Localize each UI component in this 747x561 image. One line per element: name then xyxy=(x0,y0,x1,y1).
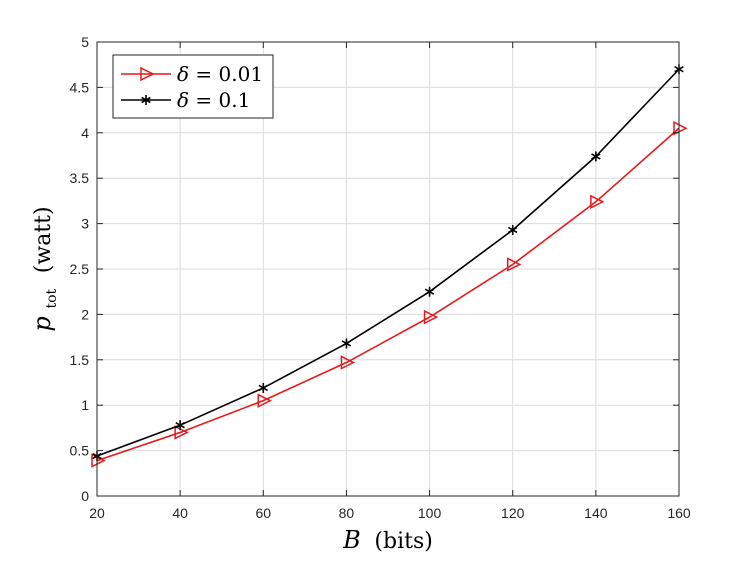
y-tick-label: 2 xyxy=(81,306,89,322)
x-tick-label: 60 xyxy=(255,505,271,521)
marker-asterisk xyxy=(341,338,352,349)
series-layer xyxy=(91,64,688,468)
x-tick-label: 80 xyxy=(339,505,355,521)
x-tick-label: 120 xyxy=(501,505,525,521)
series-delta-0-01 xyxy=(91,121,688,468)
legend-value: = 0.01 xyxy=(189,62,263,86)
y-axis-title: p tot (watt) xyxy=(28,206,62,331)
y-tick-label: 1 xyxy=(81,397,89,413)
x-axis-symbol: B xyxy=(342,526,361,554)
legend-box xyxy=(112,54,274,119)
marker-asterisk xyxy=(424,286,435,297)
legend: δ = 0.01δ = 0.1 xyxy=(112,54,274,119)
marker-asterisk xyxy=(141,95,151,105)
marker-triangle-right xyxy=(506,257,522,272)
legend-label: δ = 0.1 xyxy=(177,88,250,112)
marker-stroke xyxy=(258,384,269,392)
y-tick-label: 5 xyxy=(81,34,89,50)
marker-stroke xyxy=(424,288,435,295)
y-axis-unit: (watt) xyxy=(31,206,56,273)
marker-stroke xyxy=(507,226,518,234)
x-tick-label: 140 xyxy=(584,505,608,521)
y-axis-symbol: p xyxy=(28,316,56,331)
x-tick-label: 100 xyxy=(418,505,442,521)
series-line xyxy=(96,68,680,457)
y-tick-label: 1.5 xyxy=(70,352,90,368)
legend-value: = 0.1 xyxy=(189,88,250,112)
grid-lines xyxy=(97,42,679,496)
x-axis-unit: (bits) xyxy=(374,529,432,554)
marker-triangle-right xyxy=(257,393,272,408)
marker-asterisk xyxy=(175,420,185,431)
y-axis-subscript: tot xyxy=(44,289,60,309)
marker-asterisk xyxy=(507,224,518,235)
marker-asterisk xyxy=(591,151,601,162)
y-tick-label: 3.5 xyxy=(70,170,90,186)
x-axis-title: B (bits) xyxy=(342,526,433,554)
legend-symbol: δ xyxy=(177,88,189,112)
marker-triangle-right xyxy=(340,355,356,370)
x-tick-label: 40 xyxy=(172,505,188,521)
marker-triangle-right xyxy=(140,66,155,82)
marker-triangle-right xyxy=(91,453,106,468)
y-tick-label: 2.5 xyxy=(70,261,90,277)
x-tick-label: 20 xyxy=(89,505,105,521)
legend-items: δ = 0.01δ = 0.1 xyxy=(121,62,263,112)
y-tick-label: 4 xyxy=(81,125,89,141)
x-tick-label: 160 xyxy=(667,505,691,521)
marker-triangle-right xyxy=(590,194,605,210)
marker-triangle-right xyxy=(174,425,189,440)
legend-item: δ = 0.1 xyxy=(121,88,250,112)
marker-triangle-right xyxy=(673,121,688,136)
marker-asterisk xyxy=(258,382,269,393)
y-tick-label: 4.5 xyxy=(70,79,90,95)
y-tick-label: 0 xyxy=(81,488,89,504)
y-tick-label: 3 xyxy=(81,216,89,232)
y-axis-ticks: 0 0.5 1 1.5 2 2.5 3 3.5 4 4.5 5 xyxy=(70,34,679,504)
legend-label: δ = 0.01 xyxy=(177,62,263,86)
marker-stroke xyxy=(591,153,601,160)
legend-item: δ = 0.01 xyxy=(121,62,263,86)
legend-symbol: δ xyxy=(177,62,189,86)
marker-stroke xyxy=(341,340,352,347)
series-line xyxy=(96,127,680,462)
marker-triangle-right xyxy=(423,309,439,325)
y-tick-label: 0.5 xyxy=(70,443,90,459)
marker-stroke xyxy=(175,421,185,429)
marker-stroke xyxy=(141,96,151,104)
x-axis-ticks: 20 40 60 80 100 120 140 160 xyxy=(89,42,691,521)
